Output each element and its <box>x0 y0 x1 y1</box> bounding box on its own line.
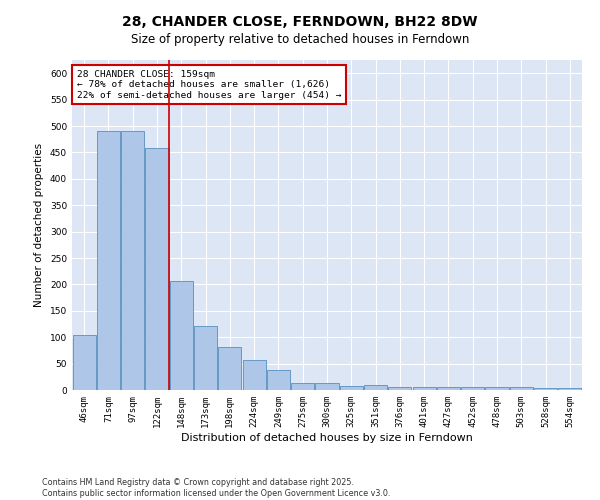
Bar <box>510 388 533 390</box>
Y-axis label: Number of detached properties: Number of detached properties <box>34 143 44 307</box>
Bar <box>340 386 363 390</box>
Bar <box>170 280 193 390</box>
Bar <box>291 382 314 390</box>
Bar <box>388 388 412 390</box>
Text: Size of property relative to detached houses in Ferndown: Size of property relative to detached ho… <box>131 32 469 46</box>
Bar <box>97 132 120 390</box>
Bar <box>534 388 557 390</box>
Text: Contains HM Land Registry data © Crown copyright and database right 2025.
Contai: Contains HM Land Registry data © Crown c… <box>42 478 391 498</box>
Bar <box>413 388 436 390</box>
Bar <box>316 382 338 390</box>
Bar <box>242 360 266 390</box>
Bar <box>364 384 387 390</box>
X-axis label: Distribution of detached houses by size in Ferndown: Distribution of detached houses by size … <box>181 432 473 442</box>
Bar <box>218 347 241 390</box>
Bar <box>267 370 290 390</box>
Bar <box>437 388 460 390</box>
Bar <box>559 388 581 390</box>
Bar <box>461 388 484 390</box>
Bar <box>121 132 144 390</box>
Bar <box>73 334 95 390</box>
Bar <box>194 326 217 390</box>
Bar <box>145 148 169 390</box>
Text: 28 CHANDER CLOSE: 159sqm
← 78% of detached houses are smaller (1,626)
22% of sem: 28 CHANDER CLOSE: 159sqm ← 78% of detach… <box>77 70 341 100</box>
Text: 28, CHANDER CLOSE, FERNDOWN, BH22 8DW: 28, CHANDER CLOSE, FERNDOWN, BH22 8DW <box>122 15 478 29</box>
Bar <box>485 388 509 390</box>
